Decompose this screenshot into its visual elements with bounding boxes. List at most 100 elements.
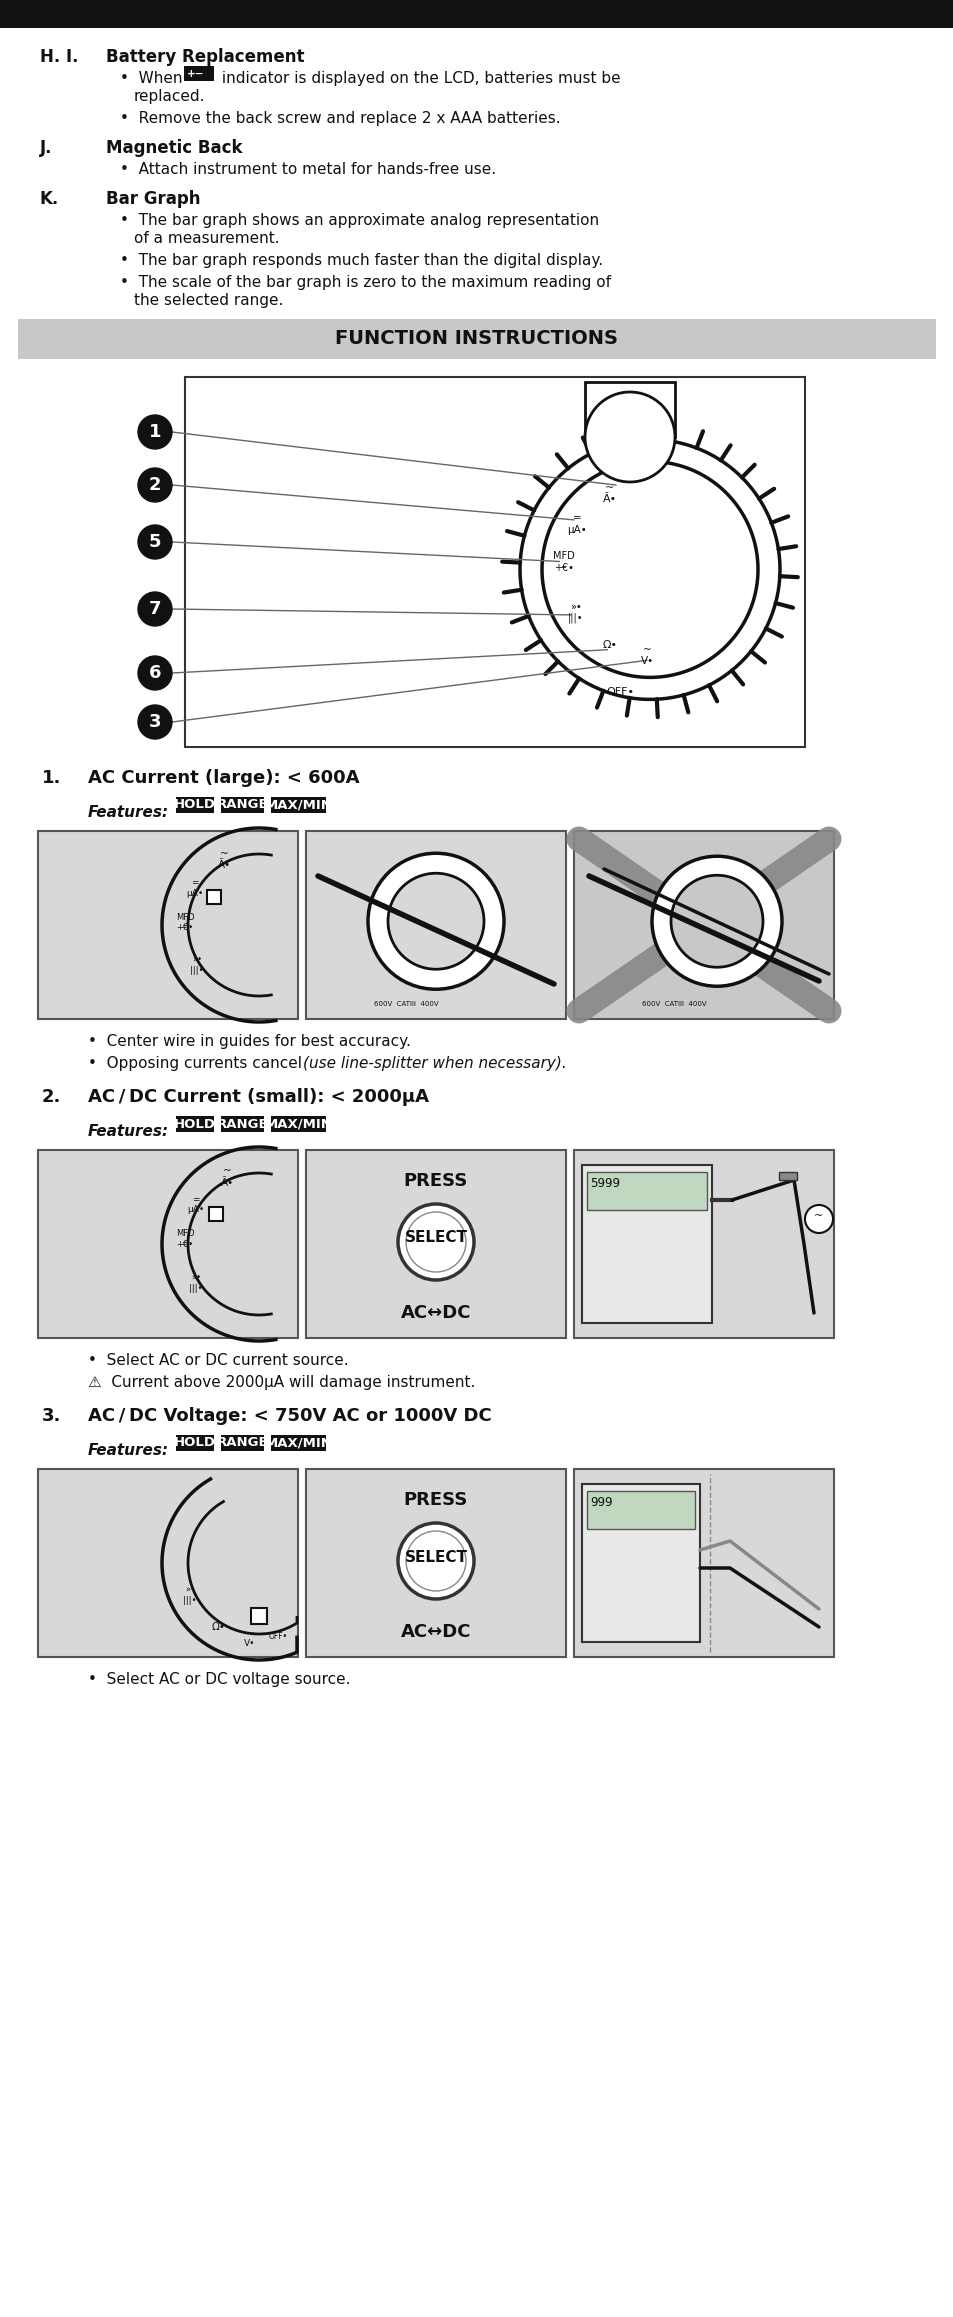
Text: K.: K. <box>40 190 59 209</box>
Text: AC↔DC: AC↔DC <box>400 1304 471 1323</box>
Bar <box>581 1483 700 1643</box>
Text: Features:: Features: <box>88 1443 169 1457</box>
Text: 1.: 1. <box>42 769 61 788</box>
Text: »•
|||•: »• |||• <box>567 602 582 623</box>
Text: •  When: • When <box>120 72 187 86</box>
Text: replaced.: replaced. <box>133 88 205 104</box>
Bar <box>184 65 213 81</box>
Text: ~
Ã•: ~ Ã• <box>602 482 616 505</box>
Text: RANGE: RANGE <box>216 799 268 811</box>
Text: ~
V•: ~ V• <box>639 644 653 667</box>
Bar <box>574 1149 833 1337</box>
Bar <box>581 1165 711 1323</box>
Text: SELECT: SELECT <box>404 1230 467 1247</box>
Text: AC Current (large): < 600A: AC Current (large): < 600A <box>88 769 359 788</box>
Text: PRESS: PRESS <box>403 1492 468 1508</box>
Bar <box>271 1117 326 1131</box>
Text: RANGE: RANGE <box>216 1437 268 1450</box>
Circle shape <box>138 656 172 690</box>
Text: SELECT: SELECT <box>404 1550 467 1564</box>
Text: HOLD: HOLD <box>173 1437 215 1450</box>
Text: FUNCTION INSTRUCTIONS: FUNCTION INSTRUCTIONS <box>335 329 618 348</box>
Text: 7: 7 <box>149 600 161 619</box>
Text: •  Attach instrument to metal for hands-free use.: • Attach instrument to metal for hands-f… <box>120 162 496 176</box>
Bar <box>0 0 953 28</box>
Text: 600V  CATIII  400V: 600V CATIII 400V <box>374 1001 437 1008</box>
Circle shape <box>138 593 172 626</box>
Bar <box>38 1149 297 1337</box>
Text: PRESS: PRESS <box>403 1172 468 1191</box>
Text: »•
|||•: »• |||• <box>190 955 204 975</box>
Text: =
μA•: = μA• <box>188 1196 205 1214</box>
Bar <box>18 320 935 359</box>
Text: 6: 6 <box>149 665 161 681</box>
Text: 2: 2 <box>149 475 161 494</box>
Bar <box>220 1117 264 1131</box>
Bar <box>38 832 297 1019</box>
Text: ~
V•: ~ V• <box>244 1629 255 1647</box>
Text: Magnetic Back: Magnetic Back <box>106 139 242 158</box>
Text: MFD
+€•: MFD +€• <box>175 913 194 931</box>
Text: ~: ~ <box>814 1212 822 1221</box>
Text: »•
|||•: »• |||• <box>190 1274 203 1293</box>
Bar <box>306 832 565 1019</box>
Circle shape <box>138 415 172 449</box>
Text: OFF•: OFF• <box>269 1631 288 1640</box>
Circle shape <box>406 1212 465 1272</box>
Text: =
μA•: = μA• <box>567 512 586 535</box>
Text: MAX/MIN: MAX/MIN <box>264 1117 333 1131</box>
Circle shape <box>388 874 483 969</box>
Text: Features:: Features: <box>88 804 169 820</box>
Bar <box>584 382 675 438</box>
Circle shape <box>670 876 762 966</box>
Bar <box>220 1434 264 1450</box>
Bar <box>574 1469 833 1657</box>
Bar <box>38 1469 297 1657</box>
Text: HOLD: HOLD <box>173 1117 215 1131</box>
Text: •  Center wire in guides for best accuracy.: • Center wire in guides for best accurac… <box>88 1033 411 1050</box>
Text: MAX/MIN: MAX/MIN <box>264 1437 333 1450</box>
Text: 5999: 5999 <box>589 1177 619 1191</box>
Text: »•
|||•: »• |||• <box>183 1585 196 1606</box>
Text: 600V  CATIII  400V: 600V CATIII 400V <box>641 1001 705 1008</box>
Circle shape <box>804 1205 832 1233</box>
Text: indicator is displayed on the LCD, batteries must be: indicator is displayed on the LCD, batte… <box>216 72 620 86</box>
Text: Ω•: Ω• <box>601 639 617 651</box>
Circle shape <box>406 1532 465 1592</box>
Circle shape <box>138 468 172 503</box>
Text: Bar Graph: Bar Graph <box>106 190 200 209</box>
Text: RANGE: RANGE <box>216 1117 268 1131</box>
Text: ~
Ã•: ~ Ã• <box>217 848 231 871</box>
Bar <box>779 1172 796 1179</box>
Text: •  The scale of the bar graph is zero to the maximum reading of: • The scale of the bar graph is zero to … <box>120 276 610 290</box>
Text: ~
Ã•: ~ Ã• <box>221 1165 234 1189</box>
Bar <box>586 1172 706 1209</box>
Bar <box>220 797 264 813</box>
Bar <box>306 1469 565 1657</box>
Bar <box>306 1149 565 1337</box>
Text: 5: 5 <box>149 533 161 551</box>
Text: =
μA•: = μA• <box>186 878 203 897</box>
Text: 3: 3 <box>149 714 161 730</box>
Circle shape <box>397 1205 474 1279</box>
Circle shape <box>397 1522 474 1599</box>
Text: +−: +− <box>187 70 204 79</box>
Circle shape <box>584 392 675 482</box>
Text: MFD
+€•: MFD +€• <box>175 1228 194 1249</box>
Text: ⚠  Current above 2000μA will damage instrument.: ⚠ Current above 2000μA will damage instr… <box>88 1374 475 1390</box>
Text: (use line-splitter when necessary).: (use line-splitter when necessary). <box>303 1057 566 1070</box>
Text: •  The bar graph responds much faster than the digital display.: • The bar graph responds much faster tha… <box>120 253 602 269</box>
Bar <box>586 1492 695 1529</box>
Text: 2.: 2. <box>42 1089 61 1105</box>
Bar <box>574 832 833 1019</box>
Bar <box>175 797 213 813</box>
Text: •  The bar graph shows an approximate analog representation: • The bar graph shows an approximate ana… <box>120 213 598 227</box>
Text: AC / DC Voltage: < 750V AC or 1000V DC: AC / DC Voltage: < 750V AC or 1000V DC <box>88 1406 491 1425</box>
Text: Ω•: Ω• <box>212 1622 226 1633</box>
Bar <box>175 1434 213 1450</box>
Bar <box>185 378 804 746</box>
Text: HOLD: HOLD <box>173 799 215 811</box>
Bar <box>175 1117 213 1131</box>
Bar <box>271 1434 326 1450</box>
Circle shape <box>651 857 781 987</box>
